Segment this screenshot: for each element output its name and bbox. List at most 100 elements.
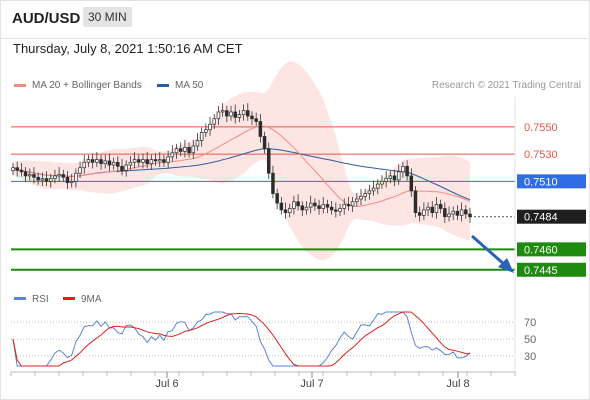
candle-body — [459, 209, 464, 216]
candle-body — [15, 167, 19, 171]
forecast-arrow-shaft — [471, 234, 506, 267]
support-label-0.7445: 0.7445 — [524, 265, 558, 277]
rsi-ma-legend-swatch — [63, 297, 75, 300]
candle-body — [283, 209, 288, 213]
support-tag-0.7445 — [517, 262, 586, 277]
candle-body — [334, 209, 338, 212]
candle-body — [401, 166, 405, 173]
candle-body — [95, 159, 99, 163]
x-tick-label: Jul 7 — [300, 378, 323, 390]
bollinger-band-area — [13, 61, 470, 261]
resistance-label-0.7530: 0.7530 — [524, 149, 558, 161]
candle-body — [145, 159, 149, 165]
candle-body — [355, 198, 359, 203]
candle-body — [69, 180, 74, 184]
candle-body — [208, 123, 212, 130]
forecast-arrow-head — [498, 258, 514, 273]
rsi-ma-line — [12, 311, 471, 367]
candle-body — [451, 210, 455, 215]
candle-body — [308, 202, 313, 208]
rsi-tick-30: 30 — [524, 351, 536, 363]
candle-body — [262, 136, 267, 150]
candle-body — [53, 175, 57, 179]
candle-body — [178, 148, 183, 152]
candle-body — [292, 201, 296, 209]
candle-body — [359, 195, 363, 200]
candle-body — [325, 204, 330, 208]
candle-body — [258, 121, 263, 137]
candle-body — [149, 159, 154, 165]
candle-body — [267, 148, 271, 174]
candle-body — [141, 159, 145, 163]
candle-body — [447, 213, 451, 218]
candle-body — [48, 178, 53, 182]
candle-body — [304, 206, 309, 211]
candle-body — [376, 183, 380, 189]
candle-body — [396, 171, 401, 181]
candle-body — [409, 175, 414, 192]
candle-body — [61, 174, 66, 178]
candle-body — [220, 110, 225, 113]
candle-body — [413, 190, 418, 213]
symbol-label: AUD/USD — [12, 10, 81, 27]
candle-body — [153, 159, 158, 162]
candle-body — [392, 175, 397, 181]
candle-body — [157, 159, 162, 162]
candle-body — [430, 206, 435, 213]
support-tag-0.7460 — [517, 242, 586, 257]
candle-body — [120, 166, 124, 171]
candle-body — [170, 152, 175, 158]
x-tick-label: Jul 6 — [155, 378, 178, 390]
legend-ma50: MA 50 — [157, 80, 203, 91]
candle-body — [191, 145, 196, 154]
candle-body — [204, 129, 208, 133]
candle-body — [11, 167, 15, 171]
candle-body — [422, 209, 426, 216]
candle-body — [199, 132, 204, 141]
candle-body — [225, 110, 229, 117]
candle-body — [380, 180, 384, 185]
candle-body — [388, 175, 393, 179]
last-price-label: 0.7484 — [524, 212, 558, 224]
timeframe-badge[interactable]: 30 MIN — [83, 7, 132, 27]
candle-body — [132, 159, 137, 163]
candle-body — [296, 201, 300, 207]
candle-body — [183, 146, 187, 152]
x-tick-label: Jul 8 — [446, 378, 469, 390]
rsi-ma-legend-label: 9MA — [81, 294, 102, 305]
candle-body — [250, 115, 254, 120]
ma20-swatch — [14, 83, 26, 87]
candle-body — [107, 160, 112, 166]
rsi-legend-swatch — [14, 297, 26, 300]
last-price-tag — [517, 209, 586, 224]
candle-body — [212, 118, 216, 125]
candle-body — [455, 210, 460, 216]
candle-body — [195, 140, 200, 147]
candle-body — [36, 176, 40, 181]
candle-body — [44, 178, 49, 182]
candle-body — [426, 206, 430, 211]
candle-body — [241, 110, 246, 116]
candle-body — [246, 110, 250, 117]
candle-body — [23, 171, 28, 177]
candle-body — [19, 170, 24, 173]
pivot-tag-0.7510 — [517, 174, 586, 189]
candle-body — [65, 176, 70, 184]
candle-body — [443, 208, 447, 218]
candle-body — [116, 161, 120, 167]
candle-body — [464, 209, 468, 215]
candle-body — [342, 204, 346, 209]
candle-body — [32, 174, 36, 178]
candle-body — [384, 178, 388, 182]
candle-body — [237, 114, 242, 118]
ma20-label: MA 20 + Bollinger Bands — [32, 80, 142, 91]
candle-body — [367, 190, 372, 194]
candle-body — [279, 202, 284, 211]
candle-body — [74, 172, 78, 182]
candle-body — [174, 148, 179, 154]
candle-body — [417, 212, 422, 216]
ma50-label: MA 50 — [175, 80, 204, 91]
candle-body — [405, 166, 409, 177]
rsi-tick-50: 50 — [524, 334, 536, 346]
rsi-tick-70: 70 — [524, 317, 536, 329]
